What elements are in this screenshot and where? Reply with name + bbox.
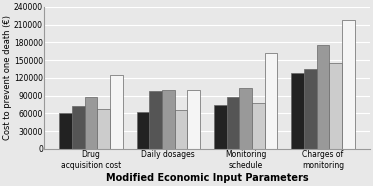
Bar (304, 69, 317, 149)
Bar (175, 110, 187, 149)
Bar (317, 45, 329, 149)
Bar (137, 112, 149, 149)
Bar (252, 103, 265, 149)
Bar (162, 90, 175, 149)
Bar (214, 105, 227, 149)
X-axis label: Modified Economic Input Parameters: Modified Economic Input Parameters (106, 173, 308, 182)
Y-axis label: Cost to prevent one death (€): Cost to prevent one death (€) (3, 15, 12, 140)
Bar (149, 91, 162, 149)
Bar (227, 97, 239, 149)
Bar (85, 97, 97, 149)
Bar (342, 20, 355, 149)
Bar (110, 75, 123, 149)
Bar (187, 90, 200, 149)
Bar (59, 113, 72, 149)
Bar (97, 109, 110, 149)
Bar (329, 63, 342, 149)
Bar (265, 53, 278, 149)
Bar (291, 73, 304, 149)
Bar (72, 106, 85, 149)
Bar (239, 88, 252, 149)
